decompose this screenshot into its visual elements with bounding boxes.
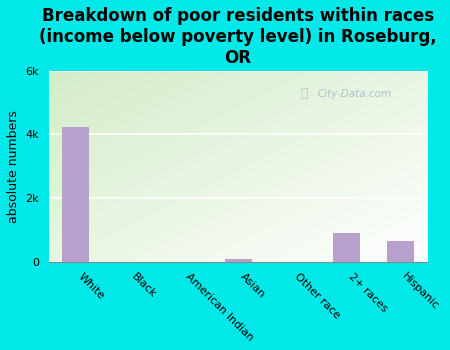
Bar (63, 126, 90, 262)
Y-axis label: absolute numbers: absolute numbers (7, 110, 20, 223)
Text: City-Data.com: City-Data.com (318, 89, 392, 99)
Bar (387, 241, 414, 262)
Bar (333, 233, 360, 262)
Bar (225, 259, 252, 262)
Title: Breakdown of poor residents within races
(income below poverty level) in Rosebur: Breakdown of poor residents within races… (39, 7, 437, 66)
Text: ⦾: ⦾ (301, 87, 308, 100)
